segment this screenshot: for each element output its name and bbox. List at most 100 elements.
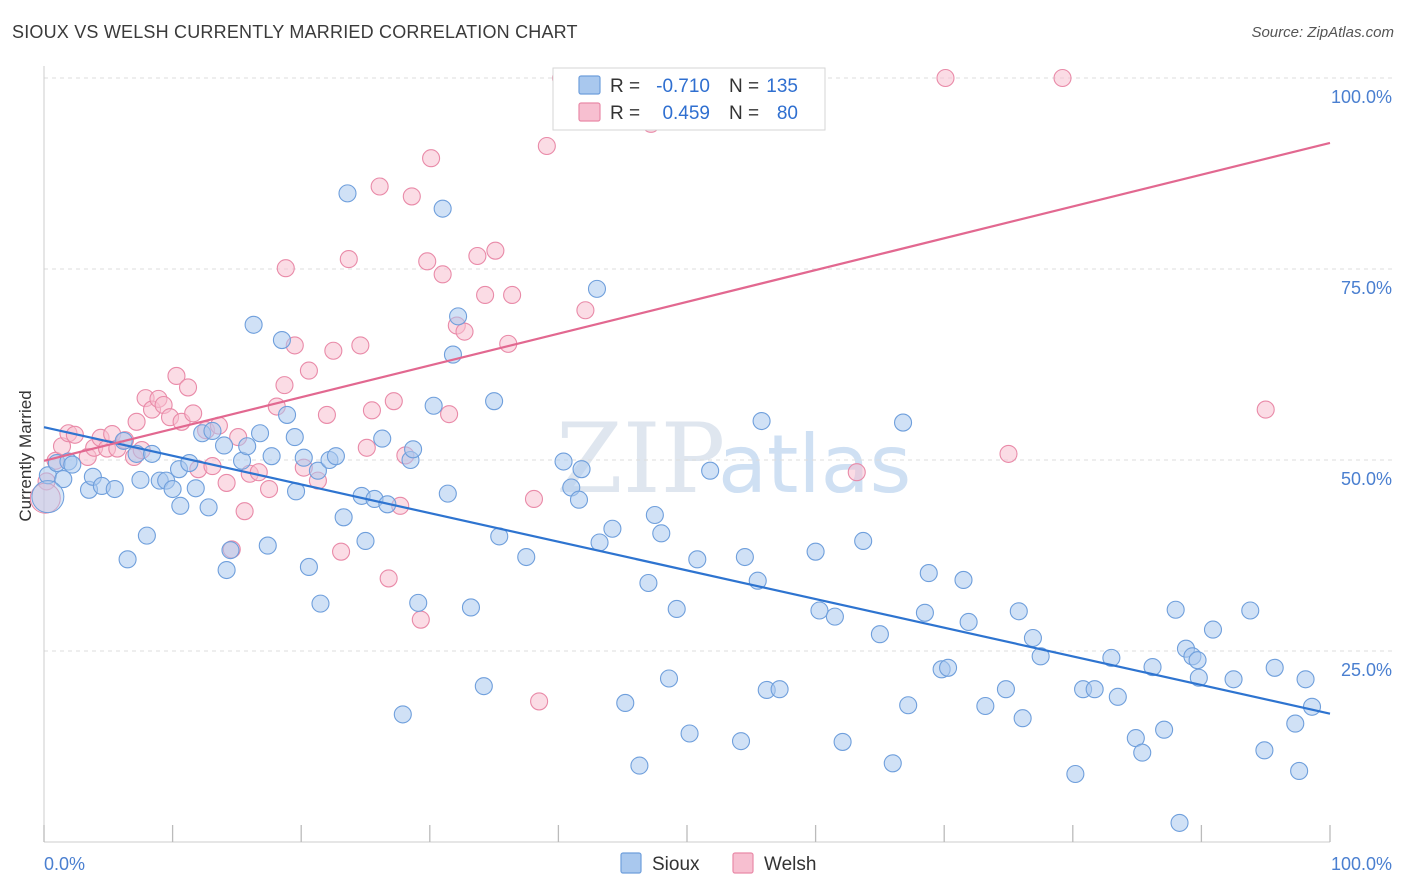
sioux-point [659,669,679,688]
sioux-point [438,484,457,503]
sioux-point [294,448,313,467]
sioux-point [770,680,789,699]
sioux-point [915,603,934,622]
sioux-point [1290,761,1309,780]
welsh-point [317,405,336,424]
correlation-legend: R = -0.710 N = 135 R = 0.459 N = 80 [552,67,826,131]
welsh-point [476,285,495,305]
sioux-point [262,447,281,466]
welsh-point [276,259,295,278]
sioux-point [285,428,304,447]
sioux-point [105,479,124,499]
legend-n-label-welsh: N = [729,103,759,124]
sioux-point [356,531,375,551]
sioux-point [688,550,707,569]
sioux-point [639,573,658,593]
sioux-point [1031,647,1050,666]
sioux-point [250,424,270,443]
welsh-point [847,463,866,482]
sioux-point [735,547,754,567]
welsh-point [530,692,549,711]
legend-n-label-sioux: N = [729,76,759,97]
sioux-point [752,411,771,431]
welsh-point [524,489,544,509]
sioux-point [1203,620,1223,639]
sioux-point [1189,668,1208,687]
sioux-point [1108,687,1127,706]
welsh-point [999,444,1018,463]
sioux-point [1166,600,1185,619]
sioux-point [833,732,852,751]
y-tick-labels: 25.0% 50.0% 75.0% 100.0% [1331,87,1392,680]
legend-n-value-sioux: 135 [766,76,798,97]
sioux-point [244,315,263,334]
sioux-point [1255,741,1274,760]
welsh-point [503,285,522,305]
y-tick-label: 100.0% [1331,87,1392,107]
sioux-point [825,607,844,626]
sioux-point [272,331,291,350]
welsh-point [422,149,441,168]
chart-title: SIOUX VS WELSH CURRENTLY MARRIED CORRELA… [12,22,578,42]
welsh-point [167,366,186,386]
sioux-point [554,452,573,471]
sioux-point [171,496,190,515]
series-legend-label-sioux: Sioux [652,854,700,875]
welsh-point [468,246,487,266]
sioux-point [1102,648,1121,667]
sioux-point [1133,743,1152,762]
sioux-point [854,531,873,551]
sioux-point [373,429,392,448]
source-label: Source: ZipAtlas.com [1251,24,1394,41]
x-tick-labels: 0.0% 100.0% [44,854,1392,874]
trend-lines [43,141,1331,715]
sioux-point [1265,658,1284,677]
sioux-point [485,392,504,411]
sioux-point [652,524,671,543]
welsh-point [351,336,370,355]
series-legend-swatch-sioux [620,852,642,874]
sioux-point [587,279,607,298]
sioux-point [1241,601,1260,620]
sioux-point [131,470,150,489]
welsh-point [339,250,358,269]
sioux-point [899,696,918,715]
y-tick-label: 50.0% [1341,469,1392,489]
welsh-point [455,322,474,341]
sioux-point [731,732,751,751]
sioux-point [1143,657,1162,677]
sioux-point [954,570,973,589]
welsh-point [370,177,389,196]
sioux-point [517,547,536,567]
sioux-point [118,550,137,569]
welsh-point [299,361,318,380]
welsh-point [362,401,381,420]
sioux-point [590,533,609,552]
welsh-point [324,341,343,360]
welsh-point [217,473,236,492]
sioux-point [1085,680,1104,699]
sioux-trend-line [43,426,1331,715]
sioux-point [186,479,205,498]
sioux-point [334,508,353,527]
series-legend: Sioux Welsh [620,852,816,875]
sioux-point [326,447,345,466]
sioux-point [199,498,218,517]
sioux-point [996,680,1015,699]
sioux-point [810,601,829,620]
sioux-point [142,444,162,463]
sioux-point [393,705,412,724]
sioux-point [404,440,423,459]
sioux-point [806,542,825,561]
x-tick-label-max: 100.0% [1331,854,1392,874]
sioux-point [449,307,468,326]
gridlines [44,77,1392,652]
sioux-point [31,480,65,514]
series-legend-label-welsh: Welsh [764,854,816,875]
sioux-point [308,461,327,480]
sioux-point [137,526,156,545]
welsh-point [275,376,294,395]
sioux-point [1170,813,1189,832]
sioux-point [701,461,720,480]
legend-n-value-welsh: 80 [777,103,798,124]
